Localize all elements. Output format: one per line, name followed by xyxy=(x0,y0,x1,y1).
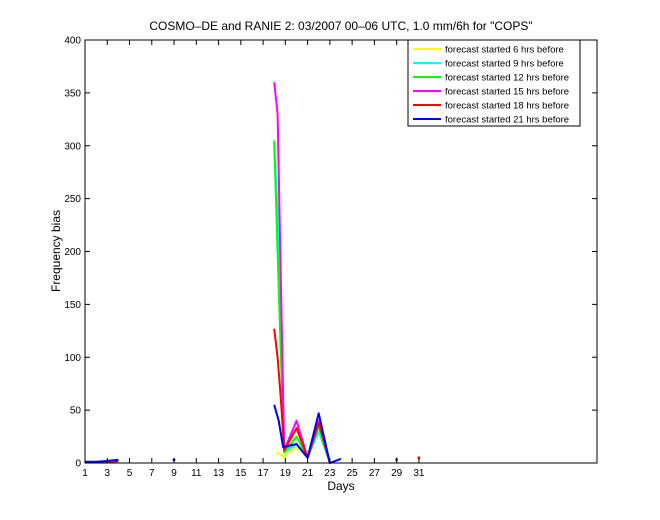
legend-entry: forecast started 21 hrs before xyxy=(445,115,569,126)
chart-title: COSMO–DE and RANIE 2: 03/2007 00–06 UTC,… xyxy=(149,19,532,33)
x-tick-label: 23 xyxy=(324,468,336,479)
x-tick-label: 27 xyxy=(369,468,381,479)
legend-entry: forecast started 12 hrs before xyxy=(445,73,569,84)
x-tick-label: 7 xyxy=(149,468,155,479)
y-tick-label: 350 xyxy=(64,88,81,99)
series-point xyxy=(417,456,421,460)
legend-entry: forecast started 15 hrs before xyxy=(445,87,569,98)
legend-entry: forecast started 18 hrs before xyxy=(445,101,569,112)
series-5 xyxy=(85,328,421,464)
axis-ticks: 1 3 5 7 9 11 13 15 17 19 21 23 25 27 29 310501001502002… xyxy=(64,36,597,479)
series-line xyxy=(273,328,331,464)
y-tick-label: 250 xyxy=(64,194,81,205)
x-tick-label: 15 xyxy=(235,468,247,479)
x-axis-label: Days xyxy=(327,479,354,493)
legend: forecast started 6 hrs before forecast st… xyxy=(407,39,581,127)
y-tick-label: 300 xyxy=(64,141,81,152)
series-4 xyxy=(85,82,399,464)
x-tick-label: 13 xyxy=(213,468,225,479)
y-tick-label: 150 xyxy=(64,300,81,311)
series-6 xyxy=(85,404,342,464)
legend-entry: forecast started 9 hrs before xyxy=(445,59,564,70)
x-tick-label: 11 xyxy=(191,468,202,479)
y-tick-label: 0 xyxy=(75,459,81,470)
series-3 xyxy=(85,140,399,464)
series-line xyxy=(273,145,331,464)
y-tick-label: 50 xyxy=(70,406,82,417)
plot-lines xyxy=(85,82,421,464)
x-tick-label: 31 xyxy=(413,468,425,479)
series-line xyxy=(85,458,119,463)
x-tick-label: 1 xyxy=(82,468,88,479)
x-tick-label: 5 xyxy=(127,468,133,479)
x-tick-label: 3 xyxy=(104,468,110,479)
x-tick-label: 21 xyxy=(302,468,314,479)
legend-box xyxy=(407,39,581,127)
x-tick-label: 17 xyxy=(258,468,270,479)
x-tick-label: 9 xyxy=(171,468,177,479)
y-tick-label: 200 xyxy=(64,247,81,258)
legend-entry: forecast started 6 hrs before xyxy=(445,45,564,56)
x-tick-label: 29 xyxy=(391,468,403,479)
x-tick-label: 25 xyxy=(347,468,359,479)
series-line xyxy=(273,82,331,464)
x-tick-label: 19 xyxy=(280,468,292,479)
y-tick-label: 400 xyxy=(64,36,81,47)
series-2 xyxy=(85,145,399,464)
series-line xyxy=(273,404,342,464)
y-axis-label: Frequency bias xyxy=(49,210,63,292)
y-tick-label: 100 xyxy=(64,353,81,364)
